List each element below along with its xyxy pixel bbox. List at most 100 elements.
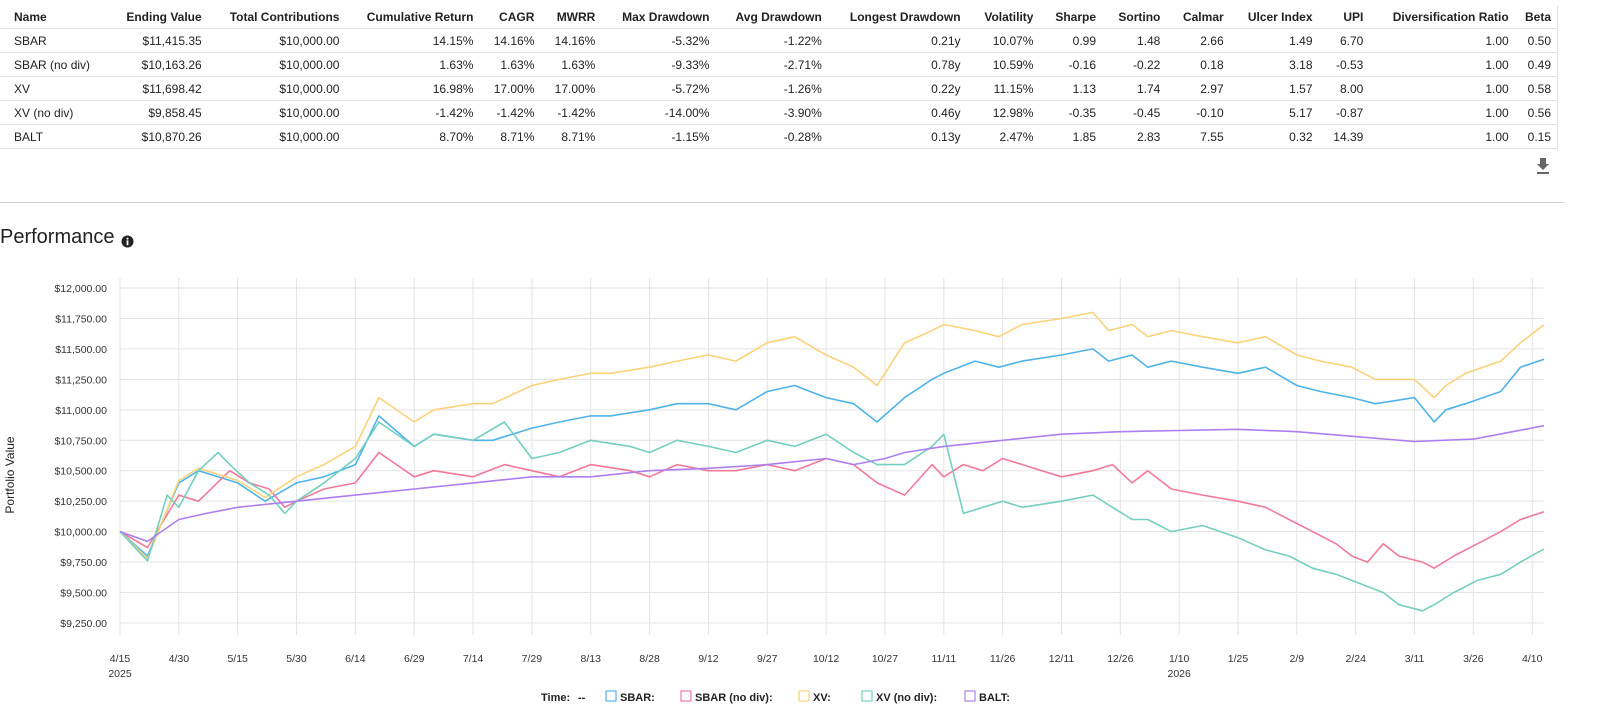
x-tick-label: 4/15 [110, 653, 131, 665]
table-cell: -0.45 [1102, 100, 1167, 125]
x-year-label: 2025 [108, 668, 132, 680]
table-cell: -9.33% [601, 52, 716, 77]
col-header-total-contributions[interactable]: Total Contributions [229, 9, 340, 24]
x-year-label: 2026 [1167, 668, 1191, 680]
vertical-gridlines [119, 278, 1533, 635]
legend-item[interactable]: BALT: [964, 690, 1010, 704]
col-header-max-drawdown[interactable]: Max Drawdown [622, 9, 710, 24]
x-tick-label: 10/12 [813, 653, 839, 665]
table-cell: $10,870.26 [108, 124, 208, 149]
series-line-balt[interactable] [119, 424, 1545, 543]
x-tick-label: 10/27 [872, 653, 898, 665]
col-header-ulcer-index[interactable]: Ulcer Index [1247, 9, 1313, 24]
series-line-xv[interactable] [119, 311, 1545, 560]
table-cell: 7.55 [1166, 124, 1230, 149]
x-tick-label: 4/10 [1522, 653, 1543, 665]
table-cell: 14.39 [1318, 124, 1370, 149]
col-header-longest-drawdown[interactable]: Longest Drawdown [849, 9, 961, 24]
col-header-cumulative-return[interactable]: Cumulative Return [366, 9, 474, 24]
table-cell: 5.17 [1229, 100, 1319, 125]
x-tick-label: 2/24 [1345, 653, 1366, 665]
col-header-upi[interactable]: UPI [1343, 9, 1364, 24]
table-cell: -5.32% [601, 28, 716, 53]
legend-item[interactable]: XV (no div): [861, 690, 937, 704]
table-cell: -1.42% [479, 100, 541, 125]
table-cell: 1.49 [1229, 28, 1319, 53]
table-cell: $10,000.00 [207, 52, 346, 77]
table-cell: 1.85 [1039, 124, 1102, 149]
col-header-avg-drawdown[interactable]: Avg Drawdown [735, 9, 822, 24]
x-tick-label: 8/13 [581, 653, 602, 665]
table-cell: 8.70% [345, 124, 480, 149]
table-cell: 2.97 [1166, 76, 1230, 101]
x-tick-label: 5/15 [227, 653, 248, 665]
table-cell: 0.58 [1514, 76, 1557, 101]
table-cell: 1.74 [1102, 76, 1167, 101]
table-cell: $9,858.45 [108, 100, 208, 125]
y-tick-label: $12,000.00 [54, 283, 107, 295]
table-cell: 10.59% [966, 52, 1040, 77]
legend-swatch [605, 690, 617, 702]
table-cell: 10.07% [966, 28, 1040, 53]
col-header-ending-value[interactable]: Ending Value [126, 9, 202, 24]
col-header-calmar[interactable]: Calmar [1182, 9, 1224, 24]
series-line-sbar-no-div[interactable] [119, 451, 1545, 570]
table-row: XV (no div) $9,858.45 $10,000.00 -1.42% -1.4… [0, 100, 1557, 125]
series-lines [119, 311, 1545, 612]
legend-swatch [680, 690, 692, 702]
download-icon[interactable] [1535, 157, 1551, 175]
table-cell: -1.42% [345, 100, 480, 125]
col-header-cagr[interactable]: CAGR [499, 9, 535, 24]
col-header-volatility[interactable]: Volatility [984, 9, 1034, 24]
table-cell: -0.10 [1166, 100, 1230, 125]
table-cell: 3.18 [1229, 52, 1319, 77]
x-tick-label: 12/26 [1107, 653, 1133, 665]
legend-swatch [861, 690, 873, 702]
x-tick-label: 9/12 [698, 653, 719, 665]
col-header-name[interactable]: Name [14, 9, 47, 24]
x-tick-label: 7/14 [463, 653, 484, 665]
performance-title: Performance [0, 226, 115, 248]
legend-item[interactable]: XV: [798, 690, 831, 704]
table-cell: -0.35 [1039, 100, 1102, 125]
table-cell: $10,000.00 [207, 28, 346, 53]
info-icon[interactable] [121, 233, 134, 248]
table-cell: 1.00 [1369, 100, 1515, 125]
table-cell: 17.00% [479, 76, 541, 101]
y-tick-label: $11,000.00 [55, 405, 107, 417]
col-header-beta[interactable]: Beta [1524, 9, 1551, 24]
table-cell: 14.16% [540, 28, 602, 53]
table-cell: -0.28% [715, 124, 828, 149]
col-header-sortino[interactable]: Sortino [1118, 9, 1161, 24]
table-cell: -1.42% [540, 100, 602, 125]
series-line-xv-no-div[interactable] [119, 421, 1545, 612]
x-tick-label: 1/10 [1169, 653, 1190, 665]
x-tick-label: 12/11 [1049, 653, 1075, 665]
y-axis-title: Portfolio Value [3, 436, 17, 513]
legend-label: XV (no div): [876, 692, 937, 704]
legend-item[interactable]: SBAR: [605, 690, 655, 704]
col-header-mwrr[interactable]: MWRR [556, 9, 596, 24]
table-cell: -3.90% [715, 100, 828, 125]
table-cell: 1.00 [1369, 76, 1515, 101]
y-axis-ticks: $9,250.00 $9,500.00 $9,750.00 $10,000.00 $10… [54, 283, 107, 630]
table-cell: 11.15% [966, 76, 1040, 101]
col-header-sharpe[interactable]: Sharpe [1055, 9, 1096, 24]
table-cell: 16.98% [345, 76, 480, 101]
table-cell: $11,415.35 [108, 28, 208, 53]
legend-label: XV: [813, 692, 831, 704]
table-row: SBAR $11,415.35 $10,000.00 14.15% 14.16% 14.1… [0, 28, 1557, 53]
table-cell: -2.71% [715, 52, 828, 77]
x-tick-label: 6/14 [345, 653, 366, 665]
table-cell: 0.99 [1039, 28, 1102, 53]
table-cell: 2.47% [966, 124, 1040, 149]
horizontal-gridlines [120, 287, 1544, 624]
legend-item[interactable]: SBAR (no div): [680, 690, 773, 704]
table-border [1557, 5, 1558, 151]
series-line-sbar[interactable] [119, 348, 1545, 557]
col-header-diversification-ratio[interactable]: Diversification Ratio [1392, 9, 1509, 24]
table-cell: 14.15% [345, 28, 480, 53]
table-cell: 12.98% [966, 100, 1040, 125]
table-cell: 1.13 [1039, 76, 1102, 101]
legend-label: SBAR (no div): [695, 692, 773, 704]
